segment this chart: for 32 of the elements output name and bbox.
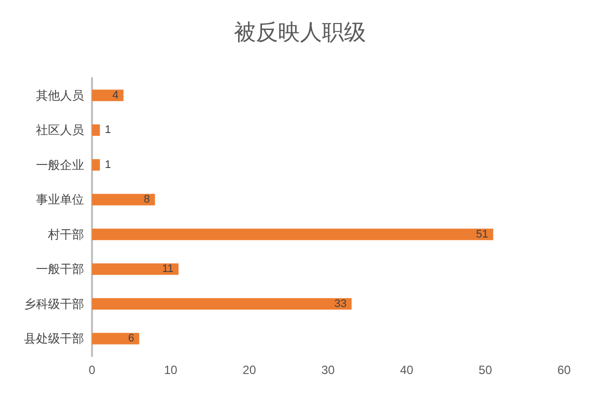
x-tick-label: 10 <box>164 363 178 377</box>
x-tick-label: 0 <box>88 363 96 377</box>
y-tick-label: 其他人员 <box>36 88 84 102</box>
y-tick-label: 乡科级干部 <box>24 296 84 311</box>
bar <box>92 194 155 206</box>
data-label: 33 <box>334 298 347 310</box>
y-tick-label: 县处级干部 <box>24 332 84 346</box>
data-label: 1 <box>104 124 111 136</box>
bar <box>92 124 100 136</box>
y-tick-label: 一般干部 <box>36 262 84 276</box>
bar <box>92 159 100 171</box>
chart-title: 被反映人职级 <box>234 20 366 44</box>
x-tick-label: 40 <box>400 363 414 377</box>
bar <box>92 90 124 102</box>
data-label: 51 <box>476 228 488 240</box>
bar <box>92 332 140 344</box>
data-label: 11 <box>162 263 174 276</box>
y-tick-label: 村干部 <box>47 227 84 242</box>
bar <box>92 263 179 275</box>
bar <box>92 228 494 240</box>
bar <box>92 298 352 310</box>
x-tick-label: 60 <box>557 363 571 377</box>
data-label: 6 <box>128 332 134 345</box>
data-label: 1 <box>104 158 111 171</box>
x-tick-label: 50 <box>478 363 492 377</box>
x-tick-label: 20 <box>242 363 256 377</box>
y-tick-label: 社区人员 <box>36 123 84 138</box>
x-tick-label: 30 <box>321 363 335 377</box>
y-tick-label: 一般企业 <box>36 158 84 172</box>
y-tick-label: 事业单位 <box>36 192 84 207</box>
data-label: 4 <box>112 89 118 102</box>
data-label: 8 <box>144 194 150 206</box>
